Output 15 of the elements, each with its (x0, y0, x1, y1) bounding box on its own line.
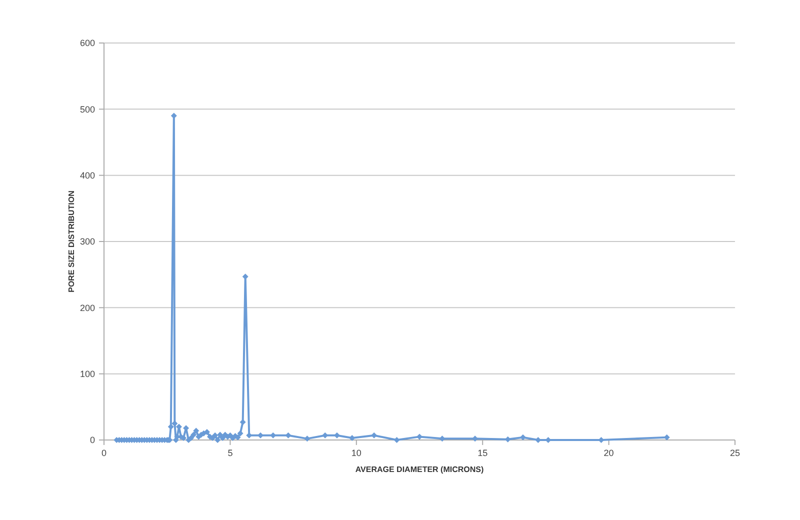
x-axis-title: AVERAGE DIAMETER (MICRONS) (355, 465, 484, 474)
y-tick-label: 600 (80, 38, 95, 48)
y-tick-label: 500 (80, 104, 95, 114)
x-tick-label: 10 (351, 448, 362, 458)
x-tick-label: 20 (604, 448, 614, 458)
x-tick-label: 25 (730, 448, 740, 458)
x-tick-label: 15 (478, 448, 488, 458)
x-tick-label: 5 (228, 448, 233, 458)
y-tick-label: 300 (80, 236, 95, 247)
x-tick-label: 0 (101, 448, 107, 458)
y-tick-label: 200 (80, 302, 95, 313)
y-tick-label: 400 (80, 170, 95, 180)
y-axis-title: PORE SIZE DISTRIBUTION (67, 190, 76, 292)
y-tick-label: 100 (80, 368, 95, 379)
y-tick-label: 0 (90, 435, 95, 446)
